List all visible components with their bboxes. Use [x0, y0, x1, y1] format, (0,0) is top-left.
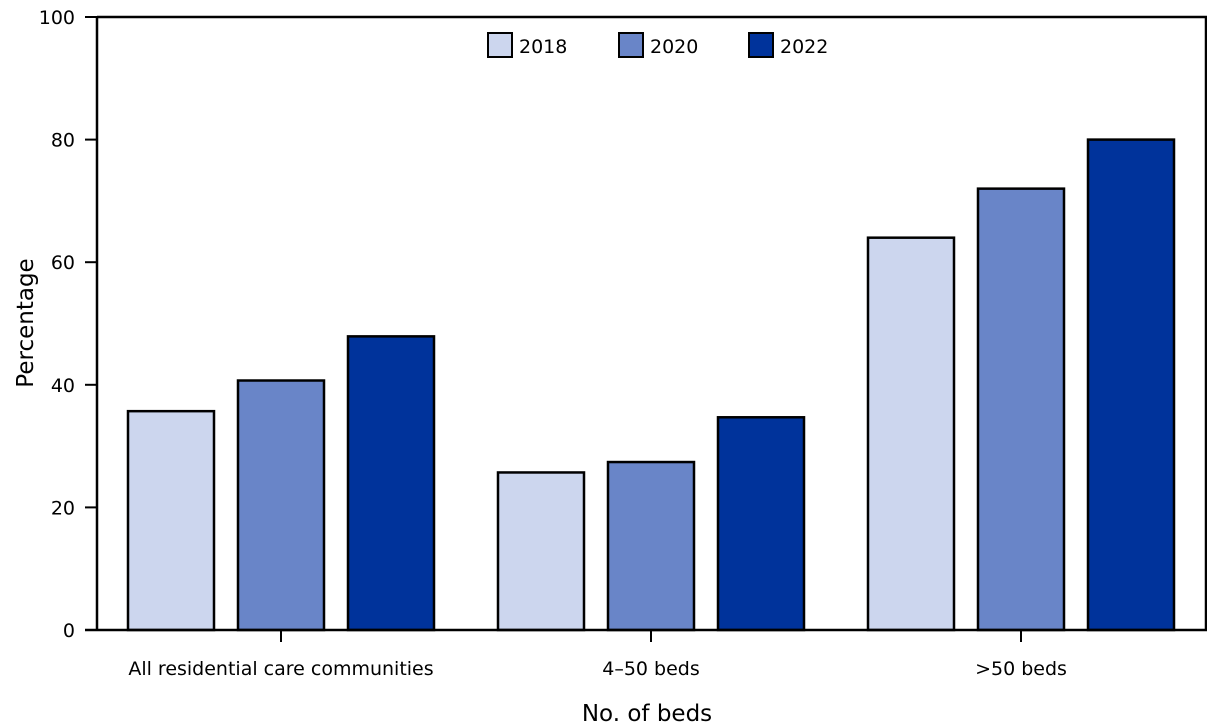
x-axis-title: No. of beds: [582, 701, 712, 726]
legend-swatch-2020: [618, 32, 644, 58]
y-tick-label: 80: [51, 130, 75, 152]
bars: [126, 138, 1176, 632]
bar-2022-0: [346, 335, 436, 632]
bar-2018-2: [866, 236, 956, 632]
x-category-label: >50 beds: [975, 658, 1067, 680]
bar-2020-0: [236, 379, 326, 632]
legend-label-2018: 2018: [519, 36, 567, 58]
x-axis-category-labels: All residential care communities 4–50 bed…: [128, 630, 1067, 680]
y-tick-label: 40: [51, 375, 75, 397]
bar-2020-2: [976, 187, 1066, 632]
legend-swatch-2018: [487, 32, 513, 58]
bar-2018-1: [496, 471, 586, 632]
x-category-label: All residential care communities: [128, 658, 433, 680]
legend-label-2022: 2022: [780, 36, 828, 58]
x-category-label: 4–50 beds: [602, 658, 700, 680]
bar-2022-1: [716, 416, 806, 632]
legend-swatch-2022: [748, 32, 774, 58]
bar-2022-2: [1086, 138, 1176, 632]
bar-2018-0: [126, 409, 216, 632]
y-axis-ticks: 0 20 40 60 80 100: [39, 7, 97, 642]
y-tick-label: 0: [63, 620, 75, 642]
y-tick-label: 60: [51, 252, 75, 274]
legend: 2018 2020 2022: [487, 32, 828, 58]
y-tick-label: 20: [51, 497, 75, 519]
legend-label-2020: 2020: [650, 36, 698, 58]
bar-2020-1: [606, 460, 696, 632]
y-tick-label: 100: [39, 7, 75, 29]
y-axis-title: Percentage: [13, 258, 39, 387]
